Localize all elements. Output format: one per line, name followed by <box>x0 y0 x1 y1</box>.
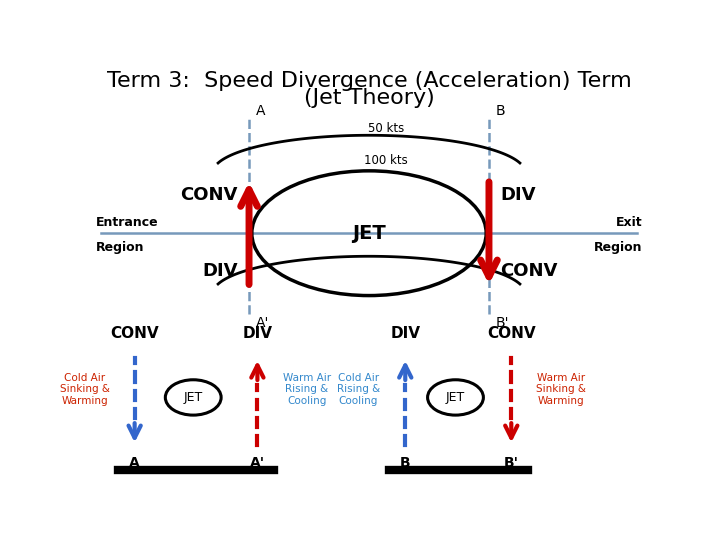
Text: JET: JET <box>184 391 203 404</box>
Text: Warm Air
Rising &
Cooling: Warm Air Rising & Cooling <box>282 373 330 406</box>
Text: DIV: DIV <box>390 326 420 341</box>
Text: A': A' <box>250 456 265 470</box>
Text: A': A' <box>256 316 269 330</box>
Text: A: A <box>130 456 140 470</box>
Text: Region: Region <box>594 241 642 254</box>
Text: Term 3:  Speed Divergence (Acceleration) Term: Term 3: Speed Divergence (Acceleration) … <box>107 71 631 91</box>
Text: (Jet Theory): (Jet Theory) <box>304 87 434 107</box>
Text: Entrance: Entrance <box>96 217 158 230</box>
Text: CONV: CONV <box>487 326 536 341</box>
Text: DIV: DIV <box>243 326 272 341</box>
Text: CONV: CONV <box>500 262 557 280</box>
Text: Exit: Exit <box>616 217 642 230</box>
Text: 100 kts: 100 kts <box>364 154 408 167</box>
Text: DIV: DIV <box>500 186 536 204</box>
Text: B: B <box>495 104 505 118</box>
Text: CONV: CONV <box>181 186 238 204</box>
Text: Cold Air
Rising &
Cooling: Cold Air Rising & Cooling <box>337 373 380 406</box>
Text: Cold Air
Sinking &
Warming: Cold Air Sinking & Warming <box>60 373 109 406</box>
Text: DIV: DIV <box>202 262 238 280</box>
Text: A: A <box>256 104 265 118</box>
Text: JET: JET <box>446 391 465 404</box>
Text: B': B' <box>504 456 519 470</box>
Text: JET: JET <box>352 224 386 242</box>
Text: 50 kts: 50 kts <box>368 122 404 135</box>
Text: Warm Air
Sinking &
Warming: Warm Air Sinking & Warming <box>536 373 586 406</box>
Text: B': B' <box>495 316 509 330</box>
Text: Region: Region <box>96 241 144 254</box>
Text: CONV: CONV <box>110 326 159 341</box>
Text: B: B <box>400 456 410 470</box>
